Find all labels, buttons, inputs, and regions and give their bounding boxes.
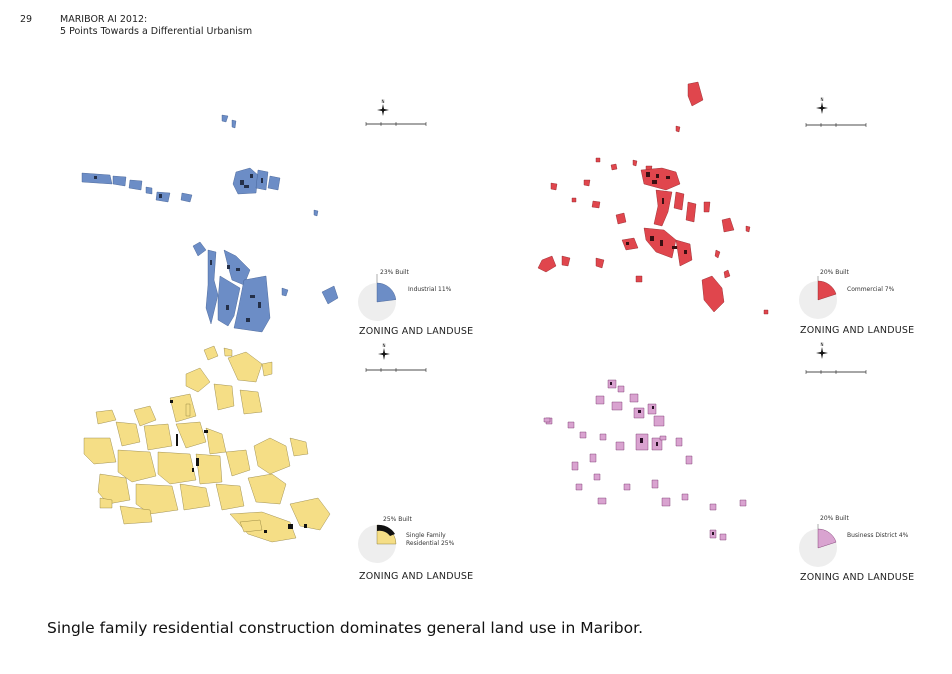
svg-text:N: N (383, 343, 386, 348)
svg-text:N: N (821, 97, 824, 102)
industrial-map (81, 114, 339, 333)
built-percentage-label: 25% Built (383, 516, 412, 523)
residential-landuse-panel: N 25% Built Single Family Residential 25… (0, 334, 476, 604)
svg-text:N: N (382, 99, 385, 104)
category-percentage-label: Business District 4% (847, 532, 909, 539)
built-percentage-label: 20% Built (820, 269, 849, 276)
category-percentage-label: Industrial 11% (408, 286, 452, 293)
compass-north-arrow-icon: N (377, 99, 389, 116)
category-percentage-label: Commercial 7% (847, 286, 895, 293)
industrial-landuse-panel: N 23% Built Industrial 11% ZONING AND LA… (0, 80, 476, 350)
scale-bar (365, 368, 427, 372)
compass-north-arrow-icon: N (816, 342, 828, 359)
built-ratio-pie (799, 524, 837, 567)
category-percentage-label: Single Family Residential 25% (406, 532, 454, 547)
north-arrow-scale: N (358, 343, 427, 563)
north-arrow-scale: N (799, 97, 867, 319)
built-ratio-pie (358, 274, 397, 321)
zoning-landuse-label: ZONING AND LANDUSE (800, 572, 915, 583)
built-ratio-pie (799, 276, 837, 319)
residential-map (83, 345, 331, 543)
figure-caption: Single family residential construction d… (47, 619, 643, 637)
north-arrow-scale: N (358, 99, 427, 321)
north-arrow-scale: N (799, 342, 867, 567)
built-ratio-pie (358, 524, 397, 563)
scale-bar (365, 122, 427, 126)
compass-north-arrow-icon: N (378, 343, 390, 360)
title-line-1: MARIBOR AI 2012: (60, 14, 148, 25)
compass-north-arrow-icon: N (816, 97, 828, 114)
business-landuse-panel: N 20% Built Business District 4% ZONING … (476, 334, 952, 604)
category-label-line-2: Residential 25% (406, 539, 455, 547)
zoning-landuse-label: ZONING AND LANDUSE (800, 325, 915, 336)
scale-bar (805, 370, 867, 374)
svg-text:N: N (821, 342, 824, 347)
document-title: MARIBOR AI 2012: 5 Points Towards a Diff… (60, 14, 252, 38)
zoning-landuse-label: ZONING AND LANDUSE (359, 571, 474, 582)
commercial-map (537, 81, 769, 315)
zoning-landuse-label: ZONING AND LANDUSE (359, 326, 474, 337)
title-line-2: 5 Points Towards a Differential Urbanism (60, 26, 253, 37)
commercial-landuse-panel: N 20% Built Commercial 7% ZONING AND LAN… (476, 80, 952, 350)
page-number: 29 (20, 14, 33, 25)
built-percentage-label: 20% Built (820, 515, 849, 522)
category-label-line-1: Single Family (406, 532, 446, 539)
scale-bar (805, 123, 867, 127)
built-percentage-label: 23% Built (380, 269, 409, 276)
business-district-map (543, 379, 747, 541)
